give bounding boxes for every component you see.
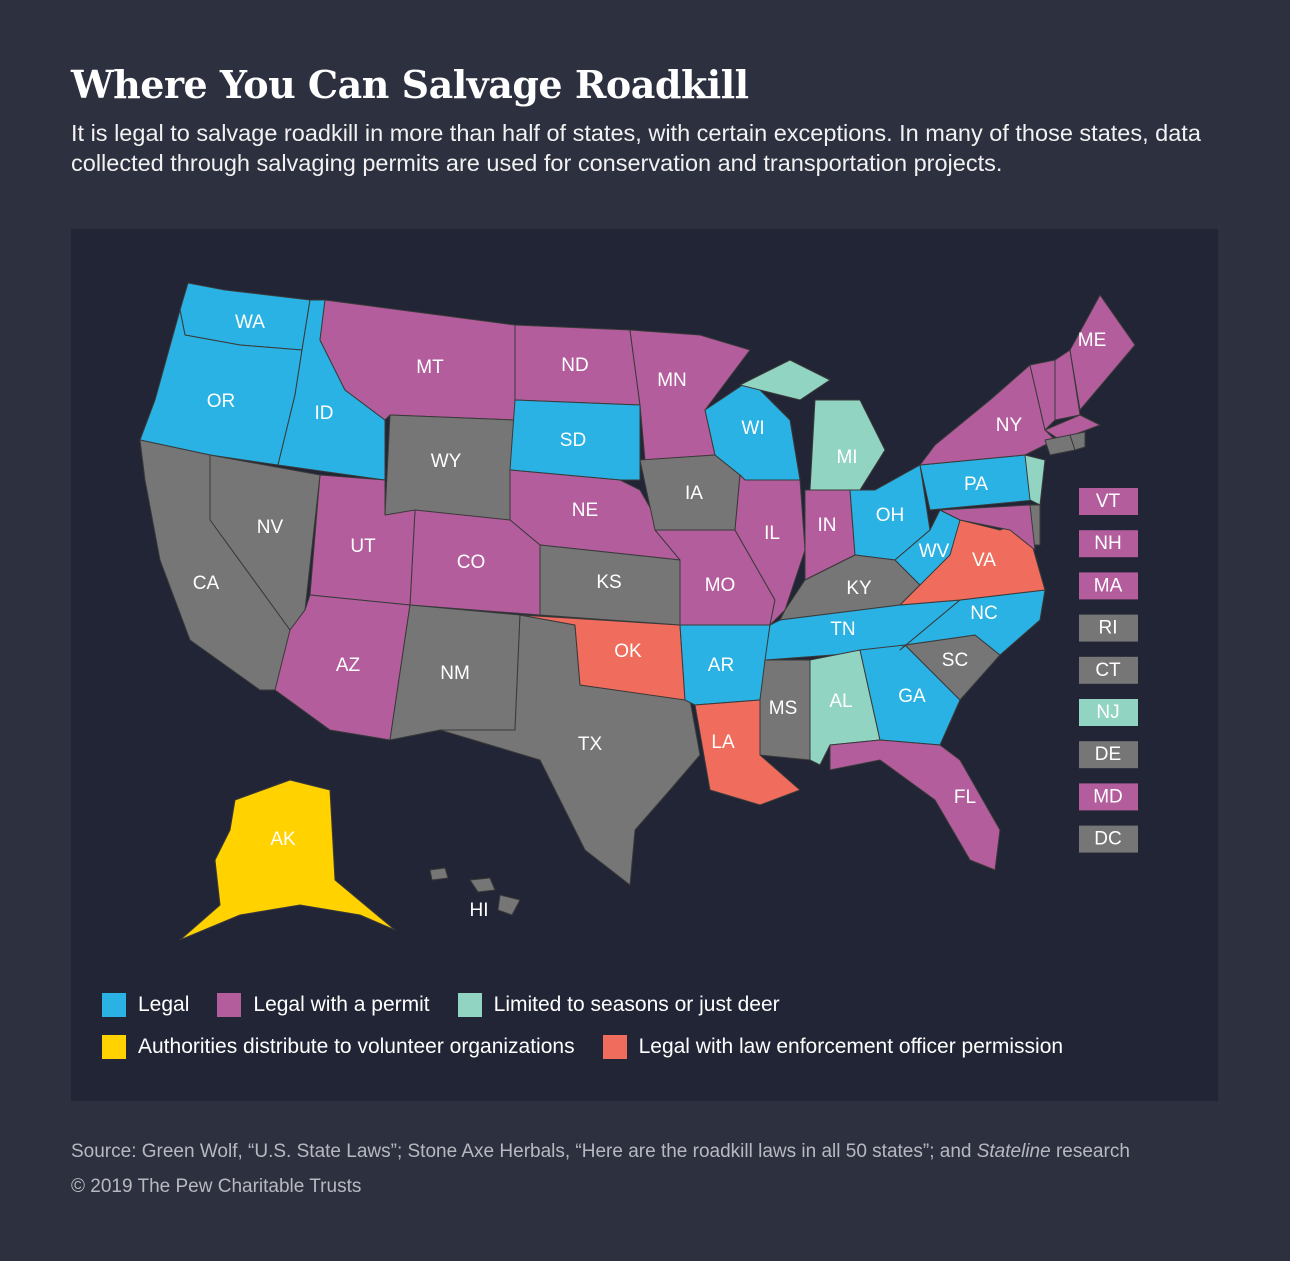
state-label: GA (898, 686, 926, 707)
legend-swatch (102, 1035, 126, 1059)
small-state-label: NH (1094, 533, 1121, 554)
state-label: IA (685, 483, 703, 504)
small-state-box (1079, 614, 1138, 642)
state-label: MS (769, 698, 798, 719)
state-ny (919, 364, 1056, 466)
state-label: MT (416, 357, 444, 378)
state-label: KS (596, 572, 621, 593)
source-note: Source: Green Wolf, “U.S. State Laws”; S… (71, 1134, 1130, 1204)
source-text-end: research (1050, 1141, 1130, 1162)
state-label: SD (560, 430, 586, 451)
small-state-box (1079, 488, 1138, 515)
state-label: OH (876, 505, 905, 526)
legend-item-officer: Legal with law enforcement officer permi… (602, 1035, 1064, 1059)
state-label: TX (578, 734, 603, 755)
legend-label: Authorities distribute to volunteer orga… (138, 1035, 575, 1058)
legend-item-permit: Legal with a permit (217, 993, 430, 1017)
state-label: AL (829, 691, 852, 712)
source-text: Source: Green Wolf, “U.S. State Laws”; S… (71, 1141, 977, 1162)
legend-swatch (457, 993, 482, 1017)
legend-swatch (102, 993, 126, 1017)
state-hi (429, 867, 521, 916)
state-label: FL (954, 787, 976, 808)
legend-label: Legal with law enforcement officer permi… (638, 1035, 1064, 1058)
small-state-box (1079, 783, 1138, 811)
state-label: ND (561, 355, 588, 376)
source-italic: Stateline (976, 1141, 1051, 1162)
small-state-label: MD (1093, 786, 1123, 807)
state-label: NY (996, 415, 1023, 436)
state-label: MN (657, 370, 687, 391)
small-state-box (1079, 699, 1138, 726)
state-ri (1069, 431, 1086, 451)
state-mi (739, 359, 886, 491)
state-label: ME (1078, 330, 1107, 351)
state-label: WI (741, 418, 764, 439)
state-md (939, 504, 1036, 551)
state-label: ID (315, 403, 334, 424)
state-label: MO (705, 575, 736, 596)
legend-item-legal: Legal (102, 993, 189, 1017)
legend-label: Legal with a permit (253, 993, 430, 1016)
state-label: AK (270, 829, 296, 850)
state-label: SC (942, 650, 968, 671)
state-ak (179, 779, 396, 941)
small-state-label: DE (1095, 744, 1121, 765)
small-state-label: CT (1095, 660, 1121, 681)
state-label: AZ (336, 655, 361, 676)
state-label: MI (836, 447, 857, 468)
state-label: IN (818, 515, 837, 536)
state-label: PA (964, 474, 988, 495)
legend-item-limited: Limited to seasons or just deer (457, 993, 780, 1017)
state-label: LA (711, 732, 735, 753)
state-label: IL (764, 523, 780, 544)
small-state-label: RI (1099, 618, 1118, 639)
legend: Legal Legal with a permit Limited to sea… (102, 993, 1063, 1077)
legend-label: Limited to seasons or just deer (493, 993, 780, 1016)
state-fl (829, 739, 1001, 871)
page-title: Where You Can Salvage Roadkill (71, 62, 749, 107)
state-label: WA (235, 312, 265, 333)
state-label: WY (431, 451, 462, 472)
state-label: NV (257, 517, 284, 538)
state-label: UT (350, 536, 376, 557)
small-state-label: VT (1096, 491, 1121, 512)
small-state-label: NJ (1096, 702, 1119, 723)
state-label: NE (572, 500, 598, 521)
small-state-box (1079, 530, 1138, 558)
subtitle: It is legal to salvage roadkill in more … (71, 120, 1201, 176)
copyright: © 2019 The Pew Charitable Trusts (71, 1176, 362, 1197)
state-label: WV (919, 541, 950, 562)
state-me (1069, 294, 1136, 411)
legend-swatch (602, 1035, 627, 1059)
state-label: OK (614, 641, 642, 662)
state-ms (759, 659, 811, 761)
state-label: AR (708, 655, 734, 676)
state-label: OR (207, 391, 236, 412)
state-label: NM (440, 663, 470, 684)
legend-swatch (217, 993, 242, 1017)
small-state-label: MA (1094, 575, 1123, 596)
small-state-box (1079, 825, 1138, 853)
state-label: CA (193, 573, 220, 594)
small-state-box (1079, 741, 1138, 769)
small-state-label: DC (1094, 829, 1121, 850)
legend-item-volunteer: Authorities distribute to volunteer orga… (102, 1035, 575, 1059)
legend-label: Legal (138, 993, 190, 1016)
state-label: NC (970, 603, 997, 624)
state-label: CO (457, 552, 486, 573)
state-co (409, 509, 541, 616)
state-label: KY (846, 578, 872, 599)
small-state-box (1079, 572, 1138, 600)
state-sd (509, 399, 641, 481)
state-ma (1044, 414, 1101, 441)
small-state-box (1079, 656, 1138, 684)
state-label: VA (972, 550, 996, 571)
state-label: HI (470, 900, 489, 921)
state-ga (859, 644, 961, 746)
state-label: TN (830, 619, 855, 640)
